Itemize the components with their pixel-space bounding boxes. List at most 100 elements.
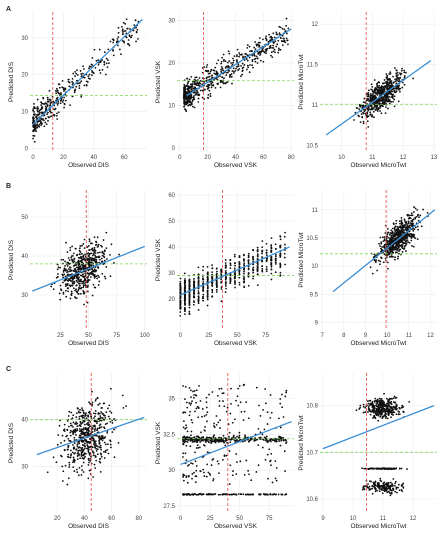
data-point bbox=[51, 115, 53, 117]
y-tick-label: 30 bbox=[168, 468, 175, 474]
data-point bbox=[206, 272, 209, 274]
data-point bbox=[398, 78, 400, 81]
data-point bbox=[75, 85, 78, 88]
data-point bbox=[197, 283, 200, 286]
data-point bbox=[403, 75, 406, 77]
data-point bbox=[381, 91, 383, 94]
data-point bbox=[270, 255, 273, 258]
data-point bbox=[253, 46, 256, 49]
data-point bbox=[82, 254, 85, 257]
data-point bbox=[33, 140, 36, 143]
data-point bbox=[271, 481, 274, 484]
data-point bbox=[206, 265, 209, 268]
data-point bbox=[261, 433, 264, 436]
x-axis-title: Observed MicroTwt bbox=[351, 340, 407, 347]
data-point bbox=[226, 61, 229, 64]
data-point bbox=[187, 81, 190, 83]
data-point bbox=[192, 96, 195, 99]
data-point bbox=[93, 249, 96, 252]
data-point bbox=[195, 437, 198, 440]
data-point bbox=[275, 45, 278, 48]
data-point bbox=[76, 74, 79, 76]
y-tick-label: 30 bbox=[168, 271, 175, 277]
data-point bbox=[93, 269, 96, 272]
data-point bbox=[392, 251, 395, 254]
y-tick-label: 10 bbox=[168, 103, 175, 109]
regression-line bbox=[186, 28, 292, 97]
data-point bbox=[243, 260, 245, 262]
y-tick-label: 10 bbox=[311, 264, 318, 270]
data-point bbox=[78, 286, 80, 289]
data-point bbox=[66, 261, 69, 264]
data-point bbox=[82, 454, 85, 457]
data-point bbox=[82, 409, 85, 412]
data-point bbox=[183, 97, 185, 100]
data-point bbox=[67, 78, 70, 81]
data-point bbox=[256, 284, 259, 286]
data-point bbox=[370, 108, 372, 111]
data-point bbox=[79, 287, 82, 290]
data-point bbox=[197, 446, 200, 449]
data-point bbox=[270, 245, 273, 247]
data-point bbox=[402, 229, 405, 232]
y-tick-label: 11 bbox=[312, 208, 319, 214]
data-point bbox=[394, 230, 397, 233]
data-point bbox=[83, 280, 85, 282]
data-point bbox=[98, 251, 101, 254]
data-point bbox=[256, 255, 259, 258]
data-point bbox=[82, 471, 85, 473]
data-point bbox=[89, 268, 91, 271]
data-point bbox=[188, 300, 191, 303]
data-point bbox=[232, 470, 234, 472]
data-point bbox=[99, 72, 102, 74]
data-point bbox=[416, 238, 419, 241]
data-point bbox=[48, 104, 51, 107]
data-point bbox=[228, 493, 231, 496]
data-point bbox=[252, 269, 254, 272]
data-point bbox=[68, 425, 70, 428]
data-point bbox=[38, 111, 41, 114]
data-point bbox=[215, 272, 218, 275]
data-point bbox=[369, 266, 372, 269]
data-point bbox=[92, 412, 95, 415]
data-point bbox=[61, 80, 64, 82]
data-point bbox=[56, 90, 58, 93]
data-point bbox=[131, 34, 133, 37]
data-point bbox=[372, 93, 375, 95]
data-point bbox=[270, 452, 273, 455]
data-point bbox=[363, 97, 366, 100]
data-point bbox=[274, 263, 277, 265]
data-point bbox=[229, 276, 232, 279]
data-point bbox=[238, 384, 241, 387]
data-point bbox=[184, 310, 186, 312]
y-tick-label: 35 bbox=[168, 397, 175, 403]
data-point bbox=[215, 286, 218, 289]
data-point bbox=[81, 469, 83, 472]
data-point bbox=[63, 279, 66, 282]
data-point bbox=[248, 439, 251, 442]
data-point bbox=[66, 429, 69, 432]
data-point bbox=[73, 281, 76, 284]
data-point bbox=[213, 434, 216, 437]
data-point bbox=[183, 105, 185, 108]
data-point bbox=[230, 75, 233, 78]
data-point bbox=[209, 95, 212, 97]
data-point bbox=[91, 401, 94, 404]
data-point bbox=[202, 297, 205, 300]
data-point bbox=[109, 440, 112, 443]
data-point bbox=[364, 101, 367, 104]
data-point bbox=[63, 439, 66, 442]
data-point bbox=[55, 114, 58, 117]
data-point bbox=[205, 66, 208, 69]
data-point bbox=[39, 109, 42, 111]
data-point bbox=[64, 260, 66, 263]
data-point bbox=[270, 411, 273, 414]
data-point bbox=[197, 277, 200, 279]
data-point bbox=[82, 273, 84, 276]
data-point bbox=[256, 258, 259, 260]
data-point bbox=[394, 67, 396, 69]
data-point bbox=[234, 280, 236, 282]
data-point bbox=[374, 261, 377, 264]
data-point bbox=[269, 45, 272, 48]
data-point bbox=[112, 39, 115, 42]
